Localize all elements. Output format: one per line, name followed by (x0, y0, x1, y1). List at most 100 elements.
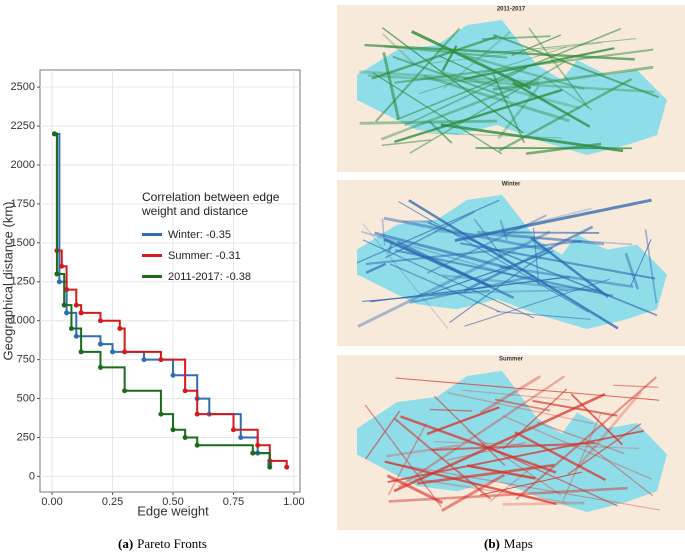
map-arrow (393, 88, 563, 143)
legend-title: Correlation between edge weight and dist… (142, 190, 280, 218)
map-arrow (496, 310, 591, 320)
point (110, 349, 116, 355)
map-arrow (576, 391, 642, 469)
map-arrow (494, 398, 551, 412)
point (64, 287, 70, 293)
map-arrow (385, 210, 476, 259)
map-arrow (418, 46, 567, 95)
map-arrow (389, 263, 501, 313)
point (122, 349, 128, 355)
map-arrow (463, 47, 615, 81)
point (97, 364, 103, 370)
map-arrow (446, 441, 526, 461)
map-arrow (414, 477, 567, 504)
map-arrow (441, 45, 458, 72)
point (182, 388, 188, 394)
map-arrow (357, 230, 551, 328)
y-tick-label: 750 (17, 354, 35, 366)
map-arrow (613, 384, 659, 388)
map-arrow (398, 201, 589, 313)
y-tick-label: 1500 (11, 237, 35, 249)
map-arrow (410, 30, 532, 90)
map-arrow (359, 119, 497, 125)
map-title: Winter (502, 182, 521, 188)
map-arrow (441, 473, 506, 512)
point (78, 349, 84, 355)
point (52, 131, 58, 137)
map-arrow (443, 31, 511, 90)
map-arrow (528, 27, 590, 109)
map-arrow (433, 230, 633, 246)
map-arrow (467, 430, 562, 496)
map-arrow (396, 28, 622, 121)
map-arrow (514, 431, 607, 482)
legend-swatch (142, 233, 162, 236)
map-arrow (584, 442, 654, 497)
legend-label: 2011-2017: -0.38 (168, 270, 251, 283)
map-arrow (624, 252, 640, 290)
x-tick-label: 0.25 (102, 496, 123, 508)
map-arrow (440, 123, 624, 153)
map-arrow (397, 375, 566, 489)
point (64, 310, 70, 316)
y-tick-label: 2250 (11, 120, 35, 132)
x-tick-label: 0.00 (41, 496, 62, 508)
point (78, 310, 84, 316)
map-arrow (515, 376, 658, 501)
map-arrow (567, 423, 642, 475)
map-arrow (381, 218, 386, 246)
caption-label: (b) (484, 536, 500, 551)
map-arrow (392, 55, 510, 99)
legend: Correlation between edge weight and dist… (142, 190, 312, 287)
map-arrow (462, 389, 571, 401)
map-arrow (473, 218, 504, 258)
map-arrow (492, 73, 526, 144)
map-arrow (463, 54, 585, 91)
map-arrow (381, 139, 432, 147)
point (170, 372, 176, 378)
map-arrow (439, 70, 580, 110)
map-arrow (447, 392, 594, 425)
map-arrow (482, 35, 551, 41)
map-arrow (400, 415, 557, 474)
y-tick-label: 1750 (11, 198, 35, 210)
legend-label: Winter: -0.35 (168, 228, 231, 241)
point (284, 464, 290, 470)
map-arrow (362, 223, 449, 330)
map-arrow (383, 45, 508, 59)
map-arrow (365, 262, 387, 274)
map-arrow (423, 74, 571, 123)
x-tick-label: 0.75 (223, 496, 244, 508)
point (170, 427, 176, 433)
y-tick-label: 500 (17, 392, 35, 404)
map-arrow (630, 238, 652, 287)
map-arrow (562, 413, 602, 502)
map-arrow (380, 77, 541, 141)
map-arrow (382, 52, 400, 120)
map-arrow (396, 240, 515, 300)
point (59, 263, 65, 269)
map-arrow (428, 42, 603, 64)
map-arrow (463, 225, 594, 292)
map-arrow (477, 230, 605, 246)
map-arrow (356, 199, 500, 264)
point (61, 302, 67, 308)
map-arrow (384, 460, 557, 505)
point (182, 434, 188, 440)
map-arrow (498, 77, 633, 152)
map-arrow (393, 417, 491, 500)
pareto-front (54, 132, 288, 468)
map-panel: 2011-2017 (337, 5, 685, 172)
x-tick-label: 1.00 (283, 496, 304, 508)
legend-entry: Winter: -0.35 (142, 224, 312, 245)
y-tick-label: 1000 (11, 315, 35, 327)
map-arrow (404, 67, 527, 127)
point (122, 388, 128, 394)
map-arrow (431, 250, 554, 294)
map-arrow (387, 241, 394, 254)
point (97, 341, 103, 347)
map-arrow (409, 60, 566, 154)
map-arrow (386, 462, 660, 511)
map-arrow (493, 33, 659, 98)
